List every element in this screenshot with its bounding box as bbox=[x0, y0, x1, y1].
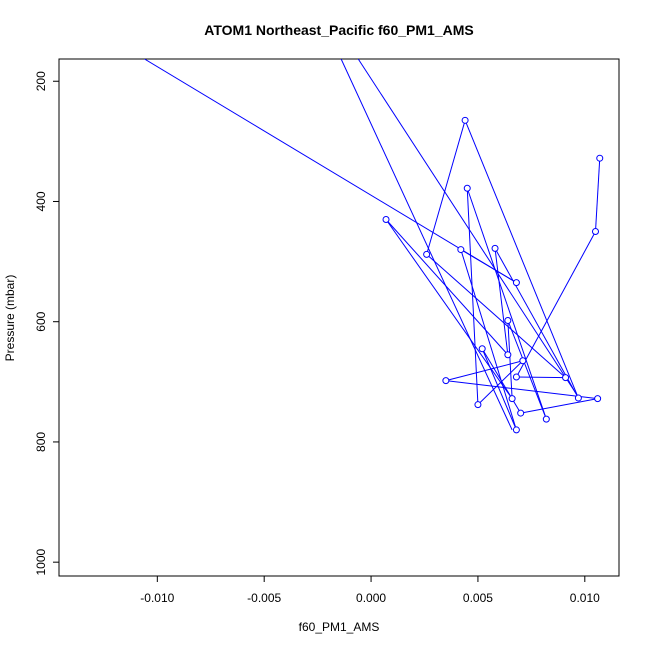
y-axis-label: Pressure (mbar) bbox=[3, 275, 17, 362]
data-point bbox=[474, 401, 482, 409]
series-line-segment bbox=[481, 348, 517, 431]
data-point bbox=[478, 345, 486, 353]
data-point bbox=[504, 317, 512, 325]
data-point bbox=[442, 377, 450, 385]
y-tick-label: 400 bbox=[34, 191, 48, 211]
data-point bbox=[596, 154, 604, 162]
series-line-segment bbox=[464, 120, 579, 399]
series-line-segment bbox=[460, 249, 517, 431]
data-point bbox=[512, 279, 520, 287]
data-point bbox=[517, 409, 525, 417]
data-point bbox=[574, 394, 582, 402]
x-tick-label: 0.005 bbox=[463, 591, 493, 605]
plot-frame bbox=[58, 58, 620, 577]
series-line-segment bbox=[357, 59, 577, 395]
y-tick-label: 200 bbox=[34, 71, 48, 91]
series-line-segment bbox=[481, 348, 522, 414]
y-tick-label: 1000 bbox=[34, 549, 48, 576]
series-line-segment bbox=[516, 376, 566, 379]
data-point bbox=[463, 184, 471, 192]
series-lines bbox=[144, 59, 601, 431]
series-line-segment bbox=[520, 398, 598, 414]
series-line-segment bbox=[340, 59, 513, 431]
series-line-segment bbox=[144, 59, 517, 284]
y-tick-label: 800 bbox=[34, 432, 48, 452]
y-axis: 200 400 600 800 1000 bbox=[34, 71, 59, 576]
data-point bbox=[542, 415, 550, 423]
series-line-segment bbox=[426, 120, 466, 255]
x-axis-label: f60_PM1_AMS bbox=[299, 620, 380, 634]
series-line-segment bbox=[466, 188, 479, 405]
data-point bbox=[512, 426, 520, 434]
x-tick-label: -0.005 bbox=[247, 591, 281, 605]
y-tick-label: 600 bbox=[34, 311, 48, 331]
series-line-segment bbox=[385, 219, 513, 399]
data-point bbox=[562, 374, 570, 382]
data-point bbox=[519, 357, 527, 365]
series-line-segment bbox=[385, 219, 509, 356]
data-point bbox=[594, 395, 602, 403]
series-line-segment bbox=[594, 158, 601, 232]
data-point bbox=[461, 116, 469, 124]
series-line-segment bbox=[515, 231, 596, 378]
data-point bbox=[423, 250, 431, 258]
data-point bbox=[491, 244, 499, 252]
data-point bbox=[512, 373, 520, 381]
data-point bbox=[457, 246, 465, 254]
x-axis: -0.010 -0.005 0.000 0.005 0.010 bbox=[140, 576, 600, 605]
x-tick-label: -0.010 bbox=[140, 591, 174, 605]
series-line-segment bbox=[494, 248, 509, 355]
data-point bbox=[504, 351, 512, 359]
data-point bbox=[508, 395, 516, 403]
data-point bbox=[382, 216, 390, 224]
x-tick-label: 0.000 bbox=[356, 591, 386, 605]
series-line-segment bbox=[494, 248, 579, 399]
series-line-segment bbox=[466, 188, 547, 420]
series-line-segment bbox=[507, 320, 547, 420]
series-line-segment bbox=[426, 254, 566, 378]
series-line-segment bbox=[507, 320, 513, 399]
series-markers bbox=[382, 116, 604, 434]
data-point bbox=[591, 228, 599, 236]
x-tick-label: 0.010 bbox=[570, 591, 600, 605]
chart-title: ATOM1 Northeast_Pacific f60_PM1_AMS bbox=[204, 22, 473, 38]
series-line-segment bbox=[445, 380, 598, 400]
